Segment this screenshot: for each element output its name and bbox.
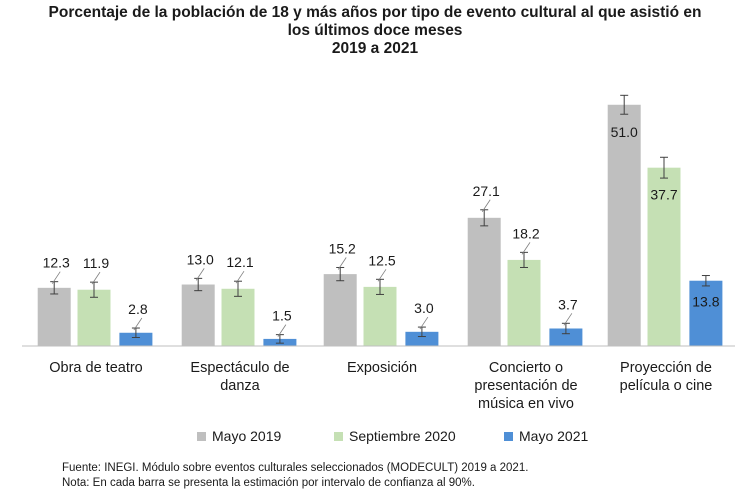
label-leader-line xyxy=(481,199,491,212)
error-bar xyxy=(701,275,710,287)
value-label: 3.0 xyxy=(414,300,434,316)
value-label: 13.0 xyxy=(187,251,214,267)
legend: Mayo 2019 Septiembre 2020 Mayo 2021 xyxy=(0,428,750,446)
error-bar xyxy=(90,281,98,298)
chart-title-line: Porcentaje de la población de 18 y más a… xyxy=(48,4,702,21)
category-label: Proyección de xyxy=(620,360,712,376)
legend-swatch xyxy=(197,431,206,441)
value-label: 37.7 xyxy=(650,187,677,203)
error-bar xyxy=(50,281,59,295)
bars-layer xyxy=(37,104,723,347)
category-label: película o cine xyxy=(620,378,713,394)
legend-label: Septiembre 2020 xyxy=(349,428,456,444)
bar xyxy=(549,328,583,346)
error-bar xyxy=(131,327,140,338)
bar xyxy=(467,217,501,346)
error-bar xyxy=(234,280,242,297)
error-bar xyxy=(620,94,629,115)
category-label: Exposición xyxy=(347,360,417,376)
label-leader-line xyxy=(91,271,101,285)
category-label: danza xyxy=(220,378,260,394)
value-label: 3.7 xyxy=(558,296,578,312)
label-leader-line xyxy=(195,268,205,281)
legend-item-mayo-2019: Mayo 2019 xyxy=(197,428,281,444)
value-label: 13.8 xyxy=(692,294,719,310)
label-leader-line xyxy=(51,271,61,284)
legend-swatch xyxy=(334,431,343,441)
category-label: Obra de teatro xyxy=(49,360,143,376)
bar xyxy=(405,331,439,346)
value-label: 12.5 xyxy=(368,252,395,268)
label-leader-line xyxy=(277,324,287,337)
category-label: música en vivo xyxy=(478,396,574,412)
value-label: 18.2 xyxy=(512,225,539,241)
label-leaders-layer xyxy=(51,199,573,337)
chart-title: Porcentaje de la población de 18 y más a… xyxy=(0,4,750,58)
category-labels-layer: Obra de teatro Espectáculo de danza Exposic… xyxy=(49,360,712,412)
label-leader-line xyxy=(337,257,347,270)
bar xyxy=(647,167,681,346)
chart-title-line: 2019 a 2021 xyxy=(331,40,419,57)
label-leader-line xyxy=(419,316,429,330)
value-label: 12.3 xyxy=(43,255,70,271)
bar xyxy=(507,259,541,346)
error-bar xyxy=(336,266,345,282)
label-leader-line xyxy=(563,313,573,326)
category-label: Espectáculo de xyxy=(190,360,289,376)
legend-item-mayo-2021: Mayo 2021 xyxy=(504,428,588,444)
value-label: 12.1 xyxy=(226,254,253,270)
error-bar xyxy=(194,277,203,292)
footnotes: Fuente: INEGI. Módulo sobre eventos cult… xyxy=(62,461,528,491)
error-bar xyxy=(561,322,570,335)
value-label: 27.1 xyxy=(473,183,500,199)
source-note: Fuente: INEGI. Módulo sobre eventos cult… xyxy=(62,462,529,474)
error-bar xyxy=(376,278,384,295)
confidence-note: Nota: En cada barra se presenta la estim… xyxy=(62,477,475,489)
legend-item-septiembre-2020: Septiembre 2020 xyxy=(334,428,456,444)
error-bars-layer xyxy=(50,94,710,344)
bar xyxy=(181,284,215,346)
category-label: presentación de xyxy=(474,378,577,394)
category-label: Concierto o xyxy=(489,360,563,376)
bar xyxy=(77,289,111,346)
chart-title-line: los últimos doce meses xyxy=(287,22,463,39)
error-bar xyxy=(520,251,528,268)
error-bar xyxy=(480,209,489,227)
value-label: 1.5 xyxy=(272,308,292,324)
error-bar xyxy=(660,156,668,179)
error-bar xyxy=(417,326,426,338)
value-labels-layer: 12.3 13.0 15.2 27.1 51.0 11.9 12.1 12.5 18.2 37.7… xyxy=(43,124,720,324)
legend-label: Mayo 2019 xyxy=(212,428,282,444)
bar xyxy=(323,274,357,346)
bar xyxy=(119,332,153,346)
value-label: 51.0 xyxy=(611,124,638,140)
label-leader-line xyxy=(377,269,387,282)
label-leader-line xyxy=(133,317,143,331)
value-label: 11.9 xyxy=(83,255,109,271)
bar xyxy=(689,280,723,346)
value-label: 2.8 xyxy=(128,301,148,317)
legend-label: Mayo 2021 xyxy=(519,428,589,444)
legend-swatch xyxy=(504,431,513,441)
error-bar xyxy=(275,334,284,344)
bar xyxy=(221,288,255,346)
bar xyxy=(37,287,71,346)
label-leader-line xyxy=(235,270,245,284)
label-leader-line xyxy=(521,242,531,255)
value-label: 15.2 xyxy=(329,240,356,256)
bar xyxy=(363,286,397,346)
bar xyxy=(607,104,641,347)
